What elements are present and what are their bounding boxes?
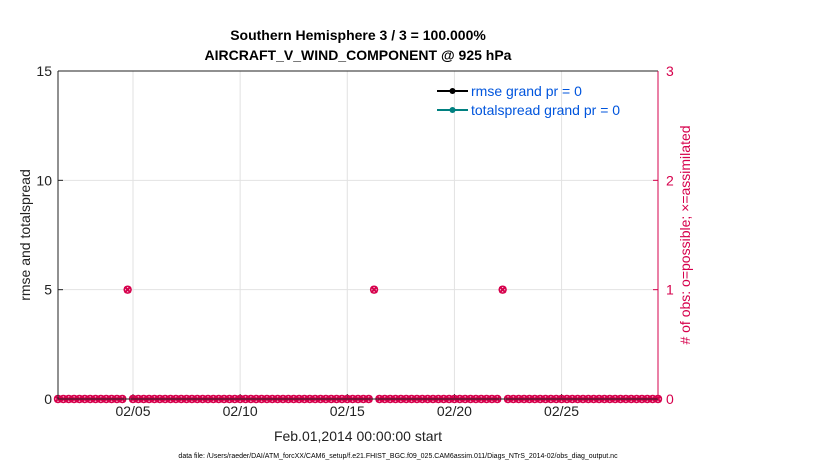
- data-file-footer: data file: /Users/raeder/DAI/ATM_forcXX/…: [178, 453, 618, 460]
- plot-area: [58, 71, 658, 399]
- obs-possible-marker: [498, 285, 507, 294]
- right-y-tick-label: 3: [666, 63, 674, 79]
- x-axis-label: Feb.01,2014 00:00:00 start: [274, 428, 442, 444]
- obs-possible-marker: [369, 285, 379, 294]
- left-y-tick-label: 5: [44, 282, 52, 298]
- chart-title: Southern Hemisphere 3 / 3 = 100.000%: [230, 27, 486, 43]
- right-y-tick-label: 1: [666, 282, 674, 298]
- obs-assimilated-marker: [498, 285, 507, 294]
- left-y-axis-label: rmse and totalspread: [17, 169, 33, 301]
- x-tick-label: 02/10: [223, 403, 258, 419]
- left-y-tick-label: 15: [36, 63, 52, 79]
- legend-rmse-marker: [449, 88, 456, 94]
- x-tick-label: 02/15: [330, 403, 365, 419]
- right-y-axis-label: # of obs: o=possible; ×=assimilated: [677, 125, 693, 344]
- right-y-tick-label: 0: [666, 391, 674, 407]
- obs-possible-marker: [123, 285, 132, 294]
- legend-totalspread-label: totalspread grand pr = 0: [471, 102, 620, 118]
- x-tick-label: 02/05: [115, 403, 150, 419]
- left-y-tick-label: 0: [44, 391, 52, 407]
- left-y-tick-label: 10: [36, 172, 52, 188]
- chart-subtitle: AIRCRAFT_V_WIND_COMPONENT @ 925 hPa: [205, 47, 512, 63]
- obs-assimilated-marker: [123, 285, 132, 294]
- obs-assimilated-marker: [370, 285, 378, 294]
- x-tick-label: 02/25: [544, 403, 579, 419]
- legend-rmse-label: rmse grand pr = 0: [471, 83, 582, 99]
- left-y-axis-ticks: 0 5 10 15: [36, 63, 63, 407]
- legend-totalspread-marker: [449, 107, 456, 113]
- legend: rmse grand pr = 0 totalspread grand pr =…: [437, 83, 620, 118]
- grid-lines: [58, 71, 658, 399]
- x-tick-label: 02/20: [437, 403, 472, 419]
- obs-assimilated-stroke: [370, 285, 378, 294]
- obs-assimilated-stroke: [123, 285, 132, 294]
- obs-assimilated-stroke: [498, 285, 507, 294]
- right-y-tick-label: 2: [666, 172, 674, 188]
